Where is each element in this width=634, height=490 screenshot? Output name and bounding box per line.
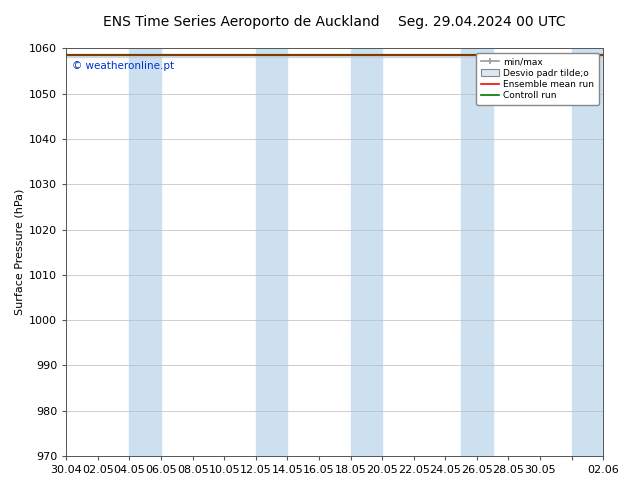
Bar bbox=[256, 49, 287, 456]
Legend: min/max, Desvio padr tilde;o, Ensemble mean run, Controll run: min/max, Desvio padr tilde;o, Ensemble m… bbox=[476, 53, 598, 105]
Text: © weatheronline.pt: © weatheronline.pt bbox=[72, 61, 174, 71]
Y-axis label: Surface Pressure (hPa): Surface Pressure (hPa) bbox=[15, 189, 25, 316]
Text: ENS Time Series Aeroporto de Auckland: ENS Time Series Aeroporto de Auckland bbox=[103, 15, 379, 29]
Bar bbox=[129, 49, 161, 456]
Text: Seg. 29.04.2024 00 UTC: Seg. 29.04.2024 00 UTC bbox=[398, 15, 566, 29]
Bar bbox=[351, 49, 382, 456]
Bar bbox=[571, 49, 603, 456]
Bar bbox=[461, 49, 493, 456]
